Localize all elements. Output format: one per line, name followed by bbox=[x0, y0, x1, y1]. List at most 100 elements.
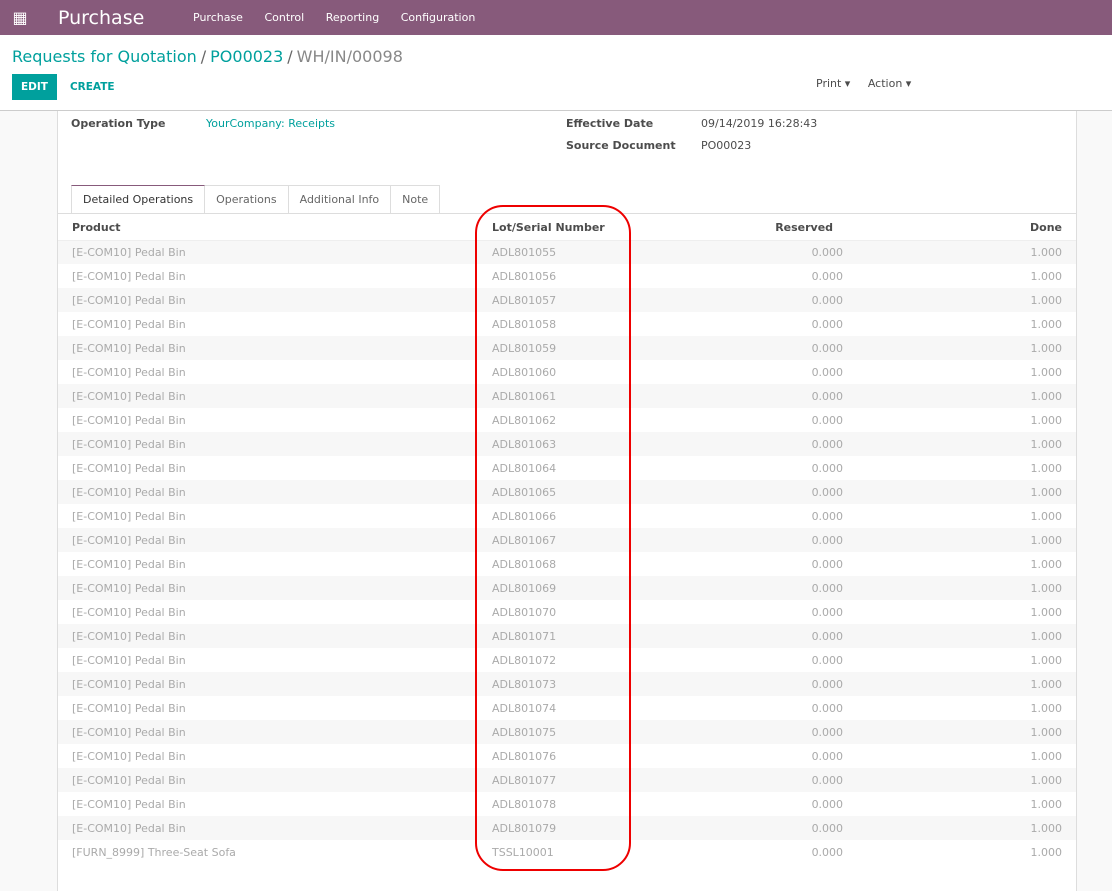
apps-grid-icon[interactable]: ▦ bbox=[12, 8, 28, 27]
header-product[interactable]: Product bbox=[58, 215, 478, 241]
lot-serial-cell: ADL801078 bbox=[492, 797, 557, 811]
table-row[interactable]: [E-COM10] Pedal Bin ADL801060 0.000 1.000 bbox=[58, 360, 1076, 384]
lot-serial-cell: ADL801079 bbox=[478, 816, 673, 840]
table-row[interactable]: [E-COM10] Pedal Bin ADL801073 0.000 1.000 bbox=[58, 672, 1076, 696]
product-cell: [E-COM10] Pedal Bin bbox=[58, 576, 478, 600]
operation-type-label: Operation Type bbox=[71, 117, 166, 130]
product-cell: [E-COM10] Pedal Bin bbox=[58, 336, 478, 360]
operation-type-link[interactable]: YourCompany: Receipts bbox=[206, 117, 336, 130]
menu-purchase[interactable]: Purchase bbox=[193, 11, 243, 24]
action-label: Action bbox=[867, 77, 903, 90]
menu-configuration[interactable]: Configuration bbox=[400, 11, 476, 24]
tab-additional-info[interactable]: Additional Info bbox=[288, 185, 392, 214]
table-row[interactable]: [E-COM10] Pedal Bin ADL801068 0.000 1.000 bbox=[58, 552, 1076, 576]
table-row[interactable]: [E-COM10] Pedal Bin ADL801056 0.000 1.000 bbox=[58, 264, 1076, 288]
lot-serial-cell: ADL801074 bbox=[492, 701, 557, 715]
done-cell: 1.000 bbox=[1030, 797, 1063, 811]
lot-serial-cell: ADL801072 bbox=[492, 653, 557, 667]
edit-button[interactable]: EDIT bbox=[12, 74, 57, 100]
notebook-tabs: Detailed Operations Operations Additiona… bbox=[71, 185, 441, 214]
product-cell: [E-COM10] Pedal Bin bbox=[72, 413, 186, 427]
table-row[interactable]: [E-COM10] Pedal Bin ADL801070 0.000 1.000 bbox=[58, 600, 1076, 624]
product-cell: [E-COM10] Pedal Bin bbox=[72, 557, 186, 571]
product-cell: [FURN_8999] Three-Seat Sofa bbox=[72, 845, 236, 859]
done-cell: 1.000 bbox=[993, 432, 1076, 456]
product-cell: [E-COM10] Pedal Bin bbox=[58, 768, 478, 792]
product-cell: [E-COM10] Pedal Bin bbox=[58, 288, 478, 312]
navbar: ▦ Purchase Purchase Control Reporting Co… bbox=[0, 0, 1112, 35]
table-row[interactable]: [E-COM10] Pedal Bin ADL801072 0.000 1.000 bbox=[58, 648, 1076, 672]
table-row[interactable]: [E-COM10] Pedal Bin ADL801071 0.000 1.000 bbox=[58, 624, 1076, 648]
lot-serial-cell: ADL801073 bbox=[478, 672, 673, 696]
done-cell: 1.000 bbox=[1030, 701, 1063, 715]
product-cell: [E-COM10] Pedal Bin bbox=[58, 816, 478, 840]
header-reserved[interactable]: Reserved bbox=[672, 215, 994, 241]
table-row[interactable]: [FURN_8999] Three-Seat Sofa TSSL10001 0.00… bbox=[58, 840, 1076, 864]
tab-operations[interactable]: Operations bbox=[205, 185, 289, 214]
lot-serial-cell: ADL801062 bbox=[492, 413, 557, 427]
table-row[interactable]: [E-COM10] Pedal Bin ADL801061 0.000 1.000 bbox=[58, 384, 1076, 408]
reserved-cell: 0.000 bbox=[672, 624, 994, 648]
product-cell: [E-COM10] Pedal Bin bbox=[72, 749, 186, 763]
reserved-cell: 0.000 bbox=[672, 288, 994, 312]
table-row[interactable]: [E-COM10] Pedal Bin ADL801055 0.000 1.000 bbox=[58, 240, 1076, 264]
table-row[interactable]: [E-COM10] Pedal Bin ADL801069 0.000 1.000 bbox=[58, 576, 1076, 600]
print-dropdown[interactable]: Print ▾ bbox=[816, 77, 851, 90]
create-button[interactable]: CREATE bbox=[69, 81, 115, 93]
reserved-cell: 0.000 bbox=[811, 701, 844, 715]
product-cell: [E-COM10] Pedal Bin bbox=[58, 624, 478, 648]
menu-control[interactable]: Control bbox=[264, 11, 305, 24]
product-cell: [E-COM10] Pedal Bin bbox=[58, 240, 478, 264]
table-row[interactable]: [E-COM10] Pedal Bin ADL801057 0.000 1.000 bbox=[58, 288, 1076, 312]
product-cell: [E-COM10] Pedal Bin bbox=[58, 432, 478, 456]
reserved-cell: 0.000 bbox=[811, 749, 844, 763]
header-lot-serial[interactable]: Lot/Serial Number bbox=[478, 215, 673, 241]
breadcrumb-rfq[interactable]: Requests for Quotation bbox=[12, 47, 197, 66]
lot-serial-cell: ADL801057 bbox=[478, 288, 673, 312]
table-row[interactable]: [E-COM10] Pedal Bin ADL801076 0.000 1.000 bbox=[58, 744, 1076, 768]
table-row[interactable]: [E-COM10] Pedal Bin ADL801066 0.000 1.000 bbox=[58, 504, 1076, 528]
table-row[interactable]: [E-COM10] Pedal Bin ADL801063 0.000 1.000 bbox=[58, 432, 1076, 456]
lot-serial-cell: ADL801060 bbox=[492, 365, 557, 379]
table-row[interactable]: [E-COM10] Pedal Bin ADL801079 0.000 1.000 bbox=[58, 816, 1076, 840]
reserved-cell: 0.000 bbox=[672, 816, 994, 840]
product-cell: [E-COM10] Pedal Bin bbox=[72, 317, 186, 331]
product-cell: [E-COM10] Pedal Bin bbox=[58, 528, 478, 552]
tab-detailed-operations[interactable]: Detailed Operations bbox=[71, 185, 206, 214]
table-row[interactable]: [E-COM10] Pedal Bin ADL801078 0.000 1.000 bbox=[58, 792, 1076, 816]
done-cell: 1.000 bbox=[1030, 653, 1063, 667]
lot-serial-cell: ADL801071 bbox=[478, 624, 673, 648]
done-cell: 1.000 bbox=[993, 768, 1076, 792]
app-title: Purchase bbox=[58, 6, 145, 29]
header-done[interactable]: Done bbox=[993, 215, 1076, 241]
product-cell: [E-COM10] Pedal Bin bbox=[72, 461, 186, 475]
table-row[interactable]: [E-COM10] Pedal Bin ADL801067 0.000 1.000 bbox=[58, 528, 1076, 552]
done-cell: 1.000 bbox=[1030, 413, 1063, 427]
table-row[interactable]: [E-COM10] Pedal Bin ADL801064 0.000 1.000 bbox=[58, 456, 1076, 480]
lot-serial-cell: ADL801059 bbox=[478, 336, 673, 360]
table-row[interactable]: [E-COM10] Pedal Bin ADL801075 0.000 1.000 bbox=[58, 720, 1076, 744]
effective-date-value: 09/14/2019 16:28:43 bbox=[701, 117, 818, 130]
lot-serial-cell: ADL801075 bbox=[478, 720, 673, 744]
lot-serial-cell: ADL801063 bbox=[478, 432, 673, 456]
reserved-cell: 0.000 bbox=[811, 413, 844, 427]
table-row[interactable]: [E-COM10] Pedal Bin ADL801058 0.000 1.000 bbox=[58, 312, 1076, 336]
action-dropdown[interactable]: Action ▾ bbox=[867, 77, 912, 90]
table-row[interactable]: [E-COM10] Pedal Bin ADL801074 0.000 1.000 bbox=[58, 696, 1076, 720]
breadcrumb-po[interactable]: PO00023 bbox=[210, 47, 284, 66]
table-row[interactable]: [E-COM10] Pedal Bin ADL801062 0.000 1.000 bbox=[58, 408, 1076, 432]
lot-serial-cell: ADL801061 bbox=[478, 384, 673, 408]
lot-serial-cell: ADL801065 bbox=[478, 480, 673, 504]
breadcrumb-current: WH/IN/00098 bbox=[296, 47, 403, 66]
table-row[interactable]: [E-COM10] Pedal Bin ADL801059 0.000 1.000 bbox=[58, 336, 1076, 360]
lot-serial-cell: ADL801056 bbox=[492, 269, 557, 283]
breadcrumb: Requests for Quotation / PO00023/WH/IN/000… bbox=[12, 47, 403, 66]
lot-serial-cell: ADL801064 bbox=[492, 461, 557, 475]
table-row[interactable]: [E-COM10] Pedal Bin ADL801077 0.000 1.000 bbox=[58, 768, 1076, 792]
done-cell: 1.000 bbox=[993, 720, 1076, 744]
tab-note[interactable]: Note bbox=[391, 185, 441, 214]
table-row[interactable]: [E-COM10] Pedal Bin ADL801065 0.000 1.000 bbox=[58, 480, 1076, 504]
reserved-cell: 0.000 bbox=[811, 461, 844, 475]
reserved-cell: 0.000 bbox=[672, 480, 994, 504]
menu-reporting[interactable]: Reporting bbox=[325, 11, 380, 24]
